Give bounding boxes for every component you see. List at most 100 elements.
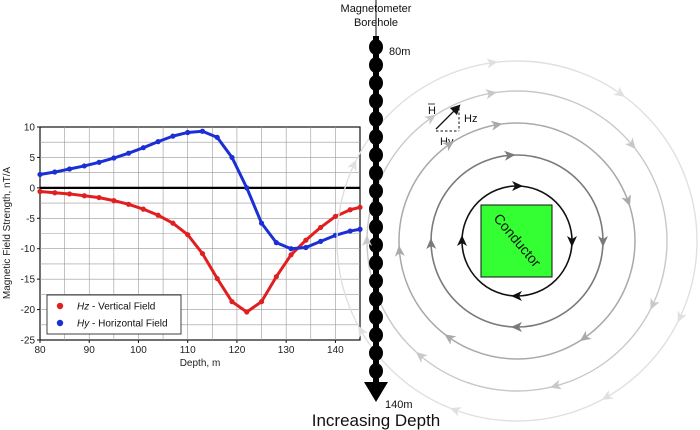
arrowhead-icon [415, 352, 428, 363]
arrowhead-icon [444, 334, 457, 345]
magnetometer-station [369, 57, 383, 73]
data-point-hy [66, 166, 73, 172]
data-point-hz [357, 204, 363, 210]
data-point-hy [170, 133, 176, 139]
field-line-3 [398, 122, 636, 360]
field-direction-arrow-icon [423, 114, 436, 126]
arrowhead-icon [486, 58, 498, 69]
field-direction-arrow-icon [511, 291, 522, 301]
arrowhead-icon [613, 86, 626, 97]
data-point-hz [185, 232, 191, 238]
h-vector-label: H [428, 105, 436, 117]
data-point-hz [273, 274, 279, 280]
data-point-hz [199, 250, 206, 257]
magnetometer-station [369, 255, 383, 271]
arrowhead-icon [624, 137, 636, 150]
legend-marker-hy [56, 319, 64, 327]
data-point-hz [96, 194, 102, 201]
x-tick-labels: 80 90 100 110 120 130 140 [34, 340, 344, 356]
field-direction-arrow-icon [650, 297, 660, 310]
field-direction-arrow-icon [485, 89, 497, 100]
field-direction-arrow-icon [613, 86, 626, 97]
data-point-hy [357, 226, 363, 232]
arrowhead-icon [601, 390, 614, 400]
x-tick-label: 130 [278, 345, 295, 356]
depth-arrowhead-icon [364, 382, 388, 402]
data-point-hy [318, 238, 324, 245]
arrowhead-icon [423, 114, 436, 126]
arrowhead-icon [426, 238, 437, 250]
magnetometer-station [369, 291, 383, 307]
data-point-hz [303, 237, 309, 243]
h-vector-arrow [435, 104, 461, 130]
magnetometer-station [369, 165, 383, 181]
legend-name-hz: Hz [77, 302, 89, 313]
field-vector-diagram: H Hz Hy [428, 103, 477, 148]
chart-legend: Hz - Vertical Field Hy - Horizontal Fiel… [46, 294, 182, 335]
magnetometer-station [369, 237, 383, 253]
field-direction-arrow-icon [347, 159, 357, 172]
data-point-hz [229, 299, 235, 305]
magnetometer-station [369, 183, 383, 199]
data-point-hz [244, 309, 250, 315]
field-direction-arrow-icon [550, 379, 562, 390]
y-tick-label: -20 [21, 305, 36, 316]
arrowhead-icon [511, 322, 522, 332]
field-direction-arrow-icon [621, 194, 631, 207]
field-direction-arrow-icon [504, 150, 516, 161]
field-direction-arrow-icon [579, 330, 592, 342]
magnetometer-station [369, 39, 383, 55]
legend-name-hy: Hy [77, 319, 90, 330]
field-strength-chart: 80 90 100 110 120 130 140 10 5 0 -5 -10 -15 -20 -25 D… [2, 123, 363, 369]
magnetometer-station [369, 219, 383, 235]
magnetometer-station [369, 147, 383, 163]
data-point-hz [258, 299, 265, 305]
legend-marker-hz [56, 302, 64, 310]
arrowhead-icon [621, 194, 631, 207]
arrowhead-icon [504, 150, 516, 161]
data-point-hy [258, 220, 265, 226]
magnetometer-station [369, 345, 383, 361]
field-direction-arrow-icon [624, 137, 636, 150]
data-point-hz [155, 212, 161, 218]
field-direction-arrow-icon [358, 325, 368, 338]
x-tick-label: 110 [180, 345, 196, 356]
magnetometer-station [369, 273, 383, 289]
data-point-hz [140, 206, 146, 212]
arrowhead-icon [598, 236, 608, 247]
legend-suffix-hy: - Horizontal Field [89, 319, 167, 330]
x-tick-label: 90 [84, 345, 96, 356]
data-point-hy [52, 169, 58, 175]
arrowhead-icon [394, 245, 405, 257]
y-tick-label: 5 [29, 153, 35, 164]
increasing-depth-label: Increasing Depth [312, 411, 441, 430]
data-point-hy [111, 155, 117, 161]
legend-entry-hy: Hy - Horizontal Field [77, 319, 168, 330]
data-point-hy [37, 171, 43, 178]
data-point-hy [96, 159, 102, 165]
data-point-hz [214, 275, 220, 282]
arrowhead-icon [511, 291, 522, 301]
arrowhead-icon [579, 330, 592, 342]
y-tick-label: -5 [26, 214, 35, 225]
field-direction-arrows [347, 58, 687, 417]
field-direction-arrow-icon [511, 322, 522, 332]
field-direction-arrow-icon [512, 181, 523, 191]
y-axis-label: Magnetic Field Strength, nT/A [2, 167, 13, 300]
arrowhead-icon [490, 120, 503, 131]
arrowhead-icon [550, 379, 562, 390]
hz-label: Hz [464, 113, 477, 125]
arrowhead-icon [358, 325, 368, 338]
arrowhead-icon [442, 140, 455, 152]
data-point-hy [140, 145, 146, 151]
top-depth-label: 80m [389, 46, 410, 58]
data-point-hz [126, 201, 132, 207]
data-point-hz [52, 190, 58, 196]
data-point-hy [229, 154, 235, 161]
data-point-hy [155, 139, 161, 145]
data-point-hz [332, 213, 338, 220]
magnetometer-station [369, 327, 383, 343]
arrowhead-icon [362, 235, 372, 246]
legend-suffix-hz: - Vertical Field [89, 302, 155, 313]
x-tick-label: 140 [327, 345, 344, 356]
